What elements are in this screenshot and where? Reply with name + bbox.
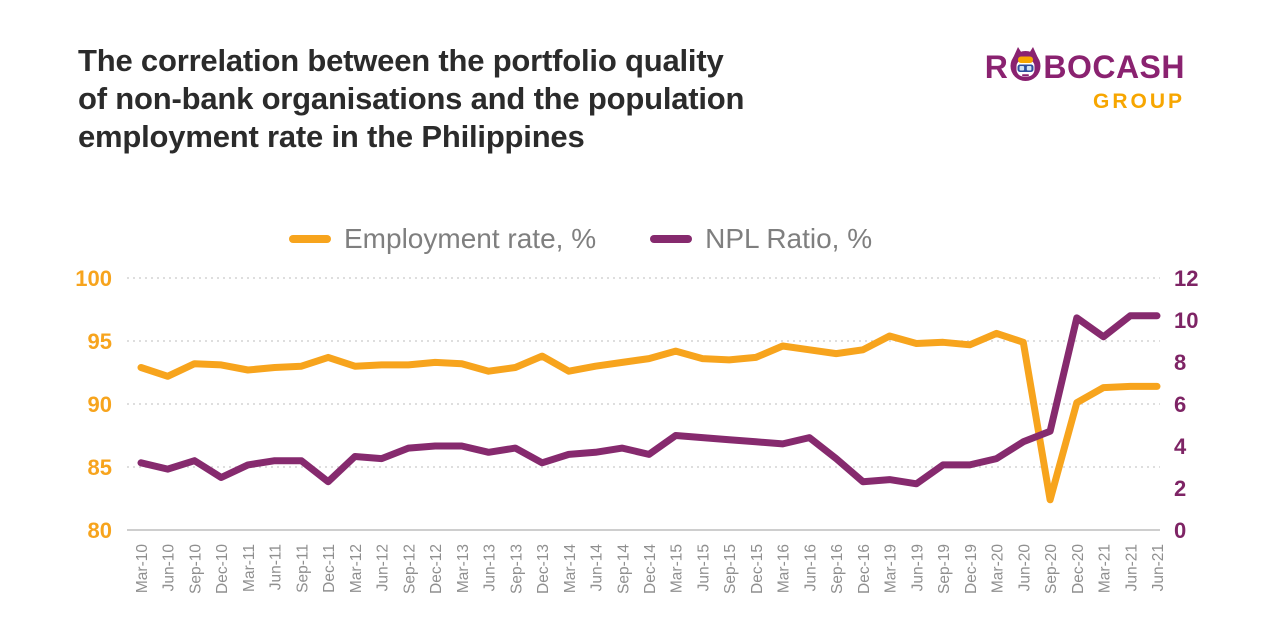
x-axis-tick-label: Sep-13 <box>508 544 525 594</box>
right-axis-tick-label: 12 <box>1174 266 1198 291</box>
x-axis-tick-label: Jun-15 <box>696 544 713 591</box>
left-axis-tick-label: 85 <box>88 455 112 480</box>
chart-area: 100 95 90 85 80 12 10 8 6 4 2 0 Mar-10 Jun-10 Sep-10 De… <box>0 262 1280 630</box>
x-axis-tick-label: Dec-16 <box>856 544 873 594</box>
x-axis-tick-label: Jun-16 <box>802 544 819 591</box>
x-axis-tick-label: Sep-16 <box>829 544 846 594</box>
robocash-logo: R BOCASH GROUP <box>985 46 1185 114</box>
left-axis-tick-label: 80 <box>88 518 112 543</box>
right-axis-tick-label: 6 <box>1174 392 1186 417</box>
npl-ratio-line-swatch <box>650 235 693 243</box>
chart-legend: Employment rate, % NPL Ratio, % <box>289 222 872 256</box>
x-axis-tick-label: Sep-19 <box>936 544 953 594</box>
left-axis-tick-label: 90 <box>88 392 112 417</box>
x-axis-tick-label: Dec-19 <box>963 544 980 594</box>
x-axis-tick-label: Mar-13 <box>455 544 472 593</box>
x-axis-tick-label: Dec-10 <box>214 544 231 594</box>
x-axis-tick-label: Sep-12 <box>401 544 418 594</box>
right-axis-tick-label: 2 <box>1174 476 1186 501</box>
x-axis-tick-label: Dec-11 <box>321 544 338 593</box>
x-axis-tick-label: Jun-12 <box>375 544 392 591</box>
x-axis-tick-label: Mar-14 <box>562 544 579 593</box>
legend-label-employment-rate: Employment rate, % <box>344 223 597 254</box>
x-axis-tick-label: Jun-14 <box>589 544 606 592</box>
logo-letter-r: R <box>984 48 1009 85</box>
line-chart: 100 95 90 85 80 12 10 8 6 4 2 0 Mar-10 Jun-10 Sep-10 De… <box>75 266 1198 594</box>
x-axis-tick-label: Mar-10 <box>134 544 151 593</box>
employment-rate-line-swatch <box>289 235 331 243</box>
x-axis-tick-label: Jun-21 <box>1150 544 1167 591</box>
x-axis-tick-label: Mar-20 <box>990 544 1007 593</box>
left-axis-tick-label: 95 <box>88 329 112 354</box>
right-axis-tick-label: 4 <box>1174 434 1187 459</box>
x-axis-tick-label: Sep-14 <box>615 544 632 594</box>
x-axis-tick-label: Dec-20 <box>1070 544 1087 594</box>
legend-label-npl-ratio: NPL Ratio, % <box>705 223 873 254</box>
page-title: The correlation between the portfolio qu… <box>78 43 745 154</box>
x-axis-tick-label: Dec-13 <box>535 544 552 594</box>
x-axis-tick-label: Mar-16 <box>776 544 793 593</box>
left-axis-tick-label: 100 <box>75 266 112 291</box>
x-axis-tick-label: Sep-15 <box>722 544 739 594</box>
x-axis-tick-label: Sep-11 <box>294 544 311 593</box>
x-axis-tick-label: Mar-11 <box>241 544 258 592</box>
x-axis-tick-label: Jun-13 <box>482 544 499 591</box>
series-line-employment-rate <box>137 329 1161 504</box>
x-axis-tick-label: Mar-19 <box>883 544 900 593</box>
x-axis-tick-label: Dec-12 <box>428 544 445 594</box>
right-axis-tick-label: 0 <box>1174 518 1186 543</box>
x-axis-tick-label: Jun-20 <box>1016 544 1033 592</box>
x-axis-tick-label: Mar-21 <box>1097 544 1114 593</box>
legend-item-npl-ratio: NPL Ratio, % <box>650 222 872 256</box>
logo-group-label: GROUP <box>1092 90 1185 113</box>
series-line-npl-ratio <box>137 312 1161 488</box>
x-axis-tick-label: Jun-21 <box>1123 544 1140 591</box>
x-axis-tick-label: Jun-19 <box>909 544 926 591</box>
x-axis-tick-label: Jun-11 <box>268 544 285 590</box>
x-axis-tick-label: Mar-15 <box>669 544 686 593</box>
robocash-wordmark: R BOCASH <box>985 46 1185 87</box>
x-axis-tick-label: Sep-20 <box>1043 544 1060 594</box>
logo-letters-bocash: BOCASH <box>1043 48 1185 85</box>
right-axis-tick-label: 10 <box>1174 308 1198 333</box>
robocash-robot-icon <box>1009 46 1042 87</box>
x-axis-tick-label: Dec-15 <box>749 544 766 594</box>
legend-item-employment-rate: Employment rate, % <box>289 222 596 256</box>
x-axis-tick-label: Jun-10 <box>161 544 178 592</box>
x-axis-tick-label: Sep-10 <box>188 544 205 594</box>
x-axis-tick-label: Mar-12 <box>348 544 365 593</box>
right-axis-tick-label: 8 <box>1174 350 1186 375</box>
x-axis-tick-label: Dec-14 <box>642 544 659 594</box>
